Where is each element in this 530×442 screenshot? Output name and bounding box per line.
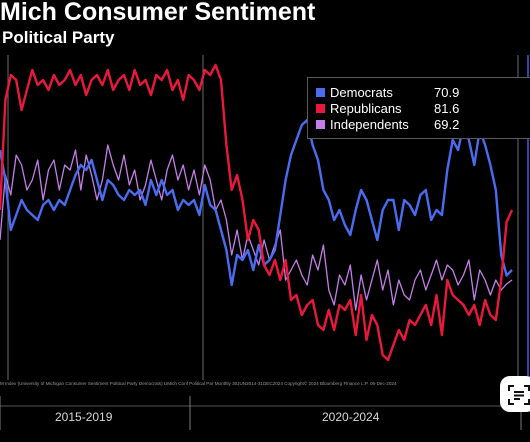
legend-label: Independents: [330, 116, 409, 132]
period-label-2: 2020-2024: [322, 410, 380, 424]
chart-series: [0, 63, 514, 362]
scan-text-icon: [508, 385, 530, 405]
legend-item-republicans: Republicans 81.6: [316, 99, 459, 117]
legend-value: 81.6: [434, 100, 460, 116]
legend-label: Republicans: [330, 100, 402, 116]
legend-item-independents: Independents 69.2: [316, 115, 459, 133]
series-line-republicans: [0, 63, 514, 362]
legend: Democrats 70.9 Republicans 81.6 Independ…: [307, 77, 530, 139]
chart-subtitle: Political Party: [2, 28, 115, 47]
series-line-democrats: [0, 118, 513, 287]
legend-label: Democrats: [330, 84, 393, 100]
legend-value: 70.9: [434, 84, 460, 100]
legend-swatch-independents: [316, 119, 325, 129]
source-footnote: M Index (University of Michigan Consumer…: [0, 381, 397, 386]
text-scan-button[interactable]: [500, 376, 530, 412]
chart-title: Mich Consumer Sentiment: [0, 0, 316, 26]
legend-item-democrats: Democrats 70.9: [316, 83, 459, 101]
legend-value: 69.2: [434, 116, 460, 132]
legend-swatch-republicans: [316, 103, 325, 113]
legend-swatch-democrats: [316, 87, 325, 97]
period-label-1: 2015-2019: [55, 410, 113, 424]
